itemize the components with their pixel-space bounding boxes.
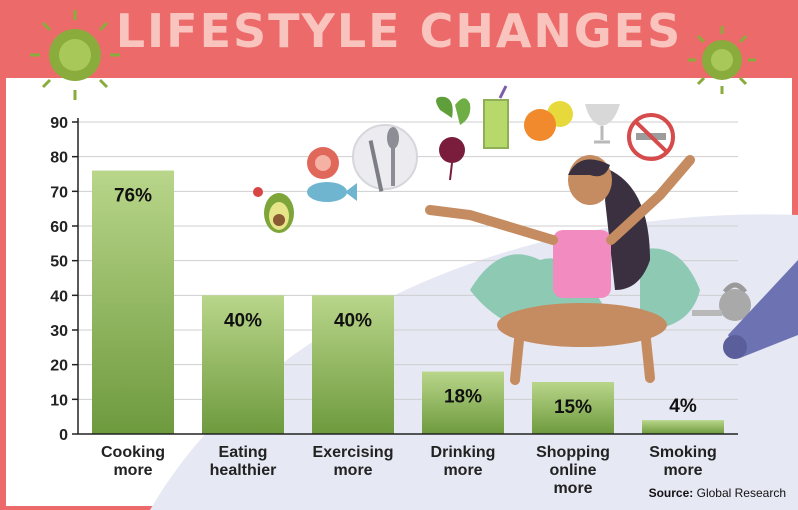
virus-icon [30, 10, 120, 100]
y-tick-label: 30 [50, 323, 68, 340]
y-tick-label: 40 [50, 288, 68, 305]
virus-icon [688, 26, 756, 94]
x-tick-label: Cooking more [101, 444, 165, 479]
no-smoking-icon [627, 113, 675, 161]
data-label: 15% [554, 397, 592, 418]
bar [92, 170, 174, 435]
data-label: 76% [114, 186, 152, 207]
x-tick-label: Drinking more [430, 444, 496, 479]
page-title: LIFESTYLE CHANGES [115, 4, 683, 58]
avocado-icon [253, 187, 294, 233]
wine-glass-icon [585, 104, 620, 144]
bar [642, 420, 724, 434]
fruit-icon [524, 101, 573, 141]
data-label: 40% [334, 310, 372, 331]
source-credit: Source: Global Research [649, 486, 786, 500]
kettlebell-icon [692, 282, 751, 321]
data-label: 40% [224, 310, 262, 331]
bar [312, 295, 394, 434]
header-banner: LIFESTYLE CHANGES [0, 0, 798, 78]
woman-meditating-icon [425, 155, 700, 385]
background-swoosh [150, 214, 798, 510]
bar [532, 382, 614, 434]
x-tick-label: Exercising more [312, 444, 394, 479]
data-label: 4% [669, 396, 697, 417]
y-tick-label: 10 [50, 392, 68, 409]
cutlery-icon [352, 124, 418, 192]
y-tick-label: 70 [50, 184, 68, 201]
source-label: Source: [648, 486, 694, 500]
y-tick-label: 20 [50, 358, 68, 375]
bar [202, 295, 284, 434]
juice-icon [483, 85, 509, 149]
x-tick-label: Eating healthier [209, 444, 277, 479]
data-label: 18% [444, 387, 482, 408]
left-border [0, 78, 6, 510]
y-tick-label: 80 [50, 150, 68, 167]
source-name: Global Research [696, 486, 786, 500]
fish-icon [307, 147, 357, 202]
y-tick-label: 60 [50, 219, 68, 236]
bar [422, 371, 504, 434]
y-tick-label: 0 [59, 427, 68, 444]
y-tick-label: 90 [50, 115, 68, 132]
yoga-mat-icon [723, 260, 798, 359]
y-tick-label: 50 [50, 254, 68, 271]
x-tick-label: Shopping online more [536, 444, 610, 497]
x-tick-label: Smoking more [649, 444, 717, 479]
beet-icon [436, 96, 471, 181]
